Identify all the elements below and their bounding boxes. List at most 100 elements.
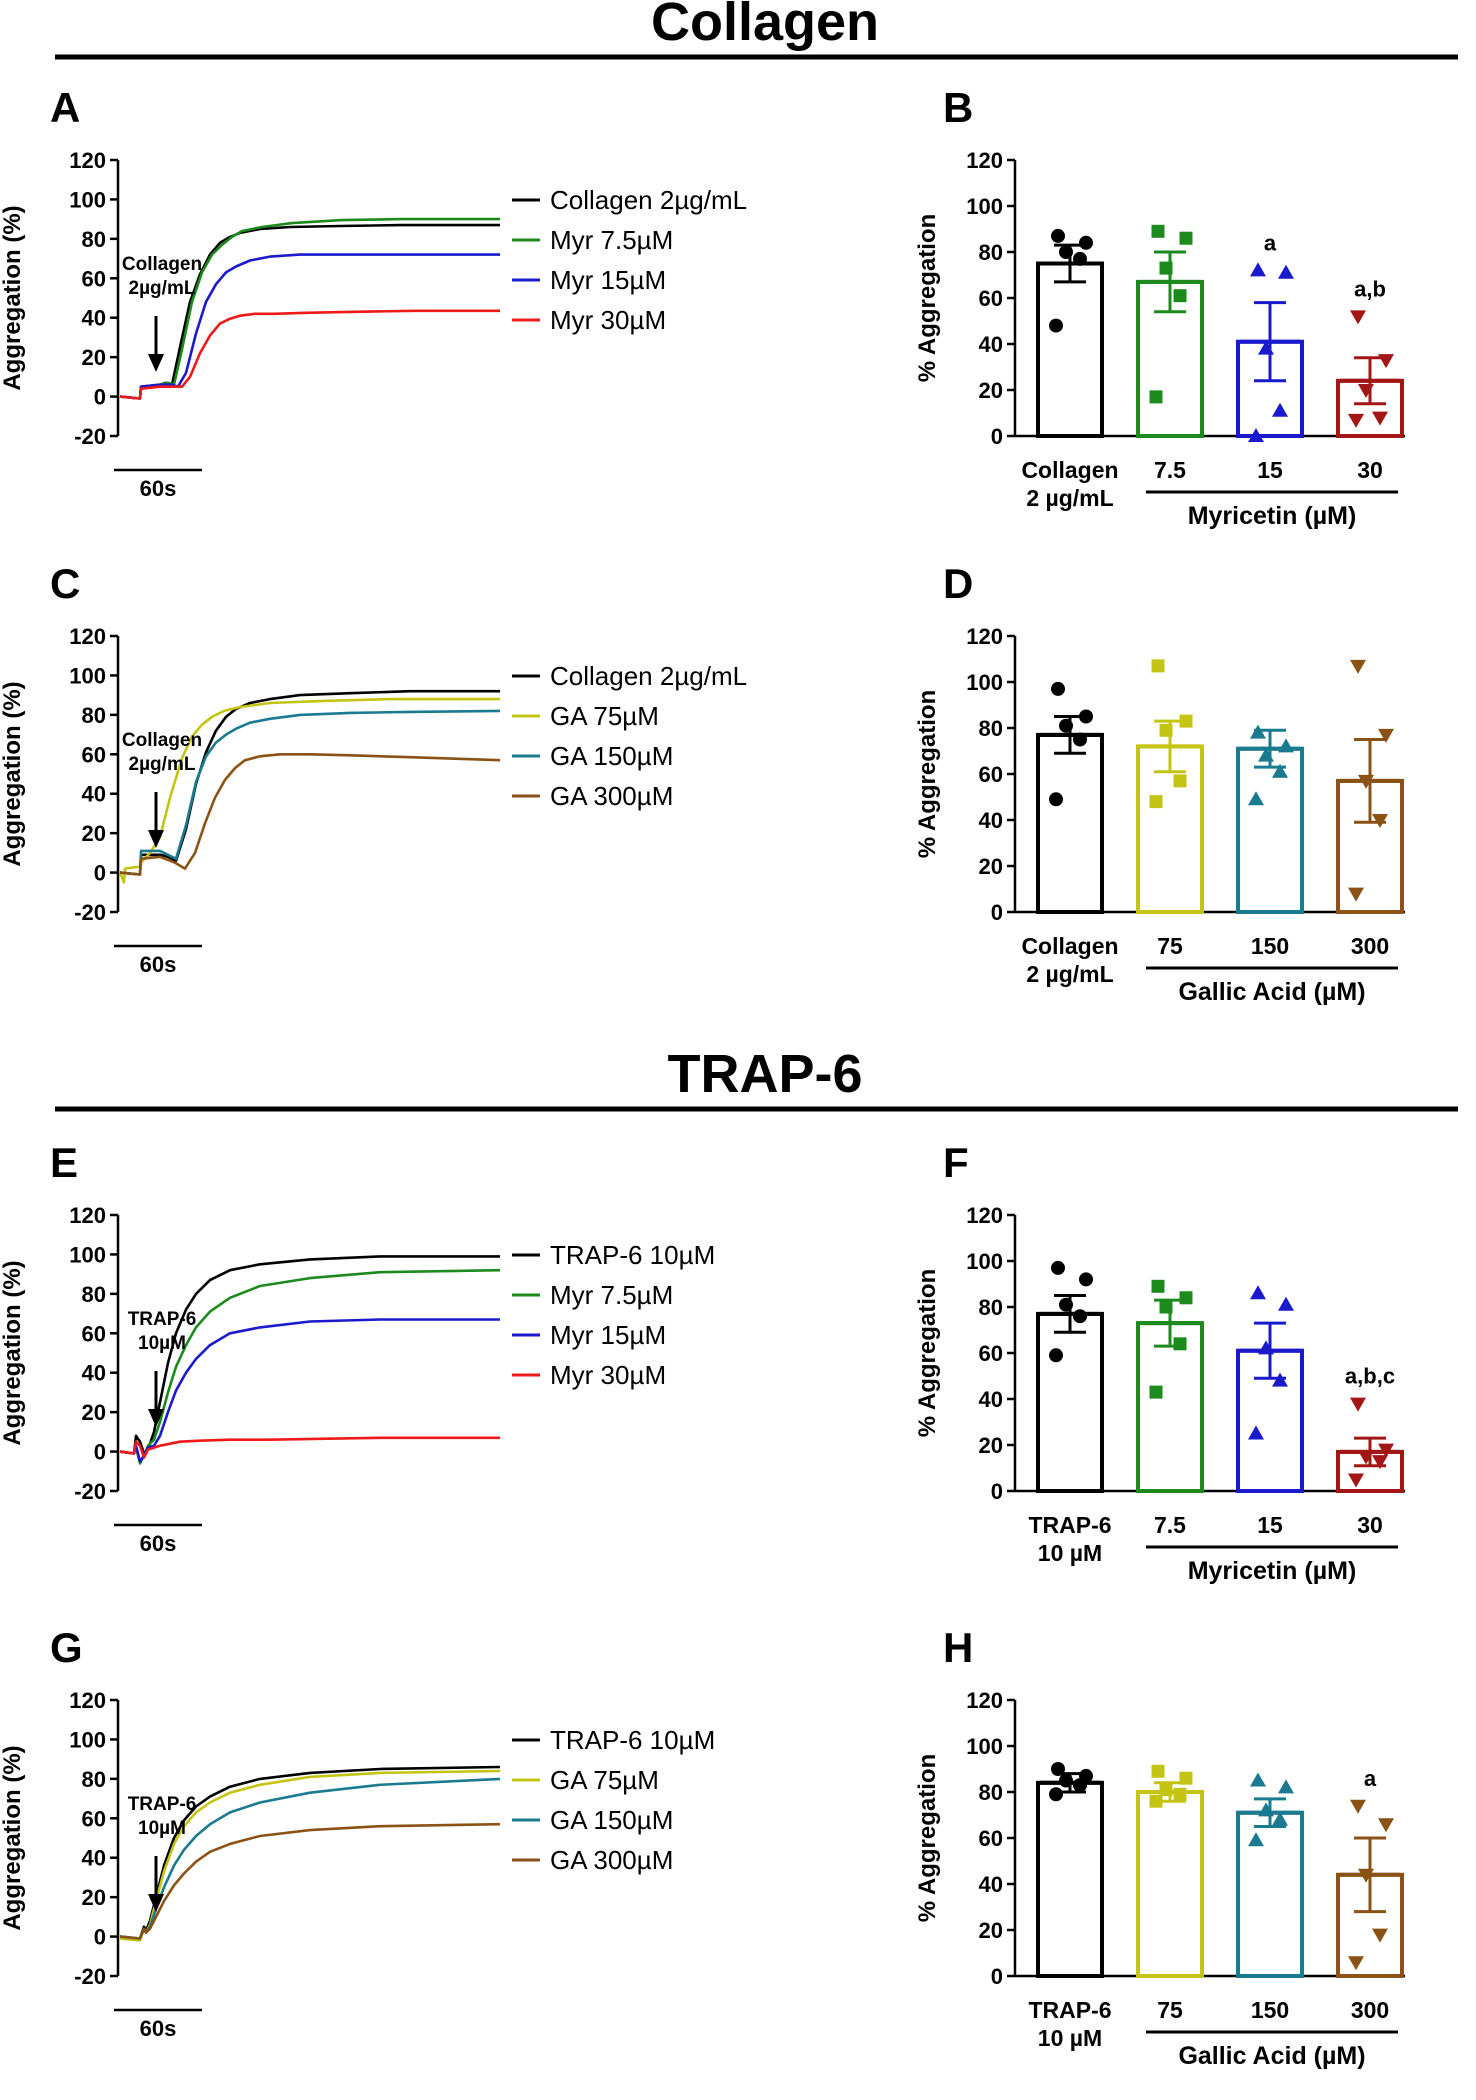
data-point xyxy=(1173,774,1187,788)
y-axis-label: Aggregation (%) xyxy=(0,205,26,390)
section-title-collagen: Collagen xyxy=(651,0,879,52)
data-point xyxy=(1378,354,1394,369)
y-tick-label: 60 xyxy=(979,1826,1003,1851)
group-label: Myricetin (µM) xyxy=(1188,1557,1357,1585)
category-label: 7.5 xyxy=(1154,457,1186,483)
category-label-line: 2 µg/mL xyxy=(1026,961,1113,987)
data-point xyxy=(1149,1385,1163,1399)
data-point xyxy=(1348,413,1364,428)
trace-1 xyxy=(119,217,500,400)
agonist-arrow-head xyxy=(148,1409,164,1427)
y-tick-label: 60 xyxy=(979,286,1003,311)
agonist-label-line: TRAP-6 xyxy=(128,1309,197,1330)
trace-1 xyxy=(119,1268,501,1465)
data-point xyxy=(1179,714,1193,728)
data-point xyxy=(1272,1811,1288,1826)
bar xyxy=(1136,1321,1204,1493)
legend-label: Myr 30µM xyxy=(550,1360,666,1390)
legend-label: GA 75µM xyxy=(550,1765,659,1795)
bar xyxy=(1136,744,1204,915)
y-tick-label: -20 xyxy=(74,1479,106,1504)
panel-g: G -20 0 20 40 60 80 100 120 Aggregation (%) TRAP-6… xyxy=(0,1624,715,2041)
bar xyxy=(1036,732,1104,915)
legend-label: TRAP-6 10µM xyxy=(550,1725,715,1755)
agonist-label-line: Collagen xyxy=(122,254,202,275)
agonist-label: Collagen 2µg/mL xyxy=(122,254,202,299)
y-tick-label: 100 xyxy=(966,1249,1003,1274)
y-axis-label: Aggregation (%) xyxy=(0,1745,26,1930)
data-point xyxy=(1179,1771,1193,1785)
panel-a: A -20 0 20 40 60 80 100 120 Aggregation (%) Collag… xyxy=(0,84,747,501)
category-label-line: 30 xyxy=(1357,1512,1383,1538)
category-label: 300 xyxy=(1351,933,1389,959)
data-point xyxy=(1059,1297,1073,1312)
y-tick-label: 100 xyxy=(966,1734,1003,1759)
data-point xyxy=(1248,1832,1264,1847)
data-point xyxy=(1372,1455,1388,1470)
data-point xyxy=(1250,262,1266,277)
y-tick-label: 0 xyxy=(94,1440,106,1465)
y-tick-label: 20 xyxy=(82,1885,106,1910)
data-point xyxy=(1278,1296,1294,1311)
section-trap6-header: TRAP-6 xyxy=(55,1044,1458,1112)
category-label-line: TRAP-6 xyxy=(1028,1512,1111,1538)
data-point xyxy=(1350,659,1366,674)
data-point xyxy=(1173,289,1187,303)
category-label-line: 7.5 xyxy=(1154,457,1186,483)
y-tick-label: 100 xyxy=(966,194,1003,219)
y-tick-label: 40 xyxy=(979,808,1003,833)
category-label: 15 xyxy=(1257,1512,1283,1538)
y-tick-label: 80 xyxy=(979,716,1003,741)
y-tick-label: 20 xyxy=(82,345,106,370)
category-label: 7.5 xyxy=(1154,1512,1186,1538)
agonist-label: TRAP-6 10µM xyxy=(128,1794,197,1839)
category-label-line: 10 µM xyxy=(1038,1540,1102,1566)
trace-0 xyxy=(119,1255,500,1455)
data-point xyxy=(1149,795,1163,809)
category-label: 15 xyxy=(1257,457,1283,483)
category-label-line: 2 µg/mL xyxy=(1026,485,1113,511)
panel-letter: H xyxy=(943,1624,973,1671)
data-point xyxy=(1258,1802,1274,1817)
data-point xyxy=(1179,231,1193,245)
y-tick-label: 20 xyxy=(979,1433,1003,1458)
y-tick-label: 100 xyxy=(69,1727,106,1752)
trace-3 xyxy=(119,1822,501,1940)
y-tick-label: 60 xyxy=(979,1341,1003,1366)
y-tick-label: -20 xyxy=(74,900,106,925)
data-point xyxy=(1378,1443,1394,1458)
data-point xyxy=(1151,1279,1165,1293)
category-label-line: 300 xyxy=(1351,933,1389,959)
y-tick-label: 20 xyxy=(979,854,1003,879)
data-point xyxy=(1250,1285,1266,1300)
time-scale-label: 60s xyxy=(140,2016,177,2041)
legend-label: GA 150µM xyxy=(550,741,673,771)
agonist-label: Collagen 2µg/mL xyxy=(122,730,202,775)
data-point xyxy=(1049,1348,1063,1363)
y-tick-label: 40 xyxy=(979,1872,1003,1897)
trace-2 xyxy=(119,709,501,876)
bar xyxy=(1236,746,1304,915)
data-point xyxy=(1358,1450,1374,1465)
data-point xyxy=(1079,235,1093,250)
data-point xyxy=(1049,318,1063,333)
data-point xyxy=(1149,1794,1163,1808)
y-tick-label: 0 xyxy=(94,385,106,410)
data-point xyxy=(1159,261,1173,275)
data-point xyxy=(1272,402,1288,417)
data-point xyxy=(1073,1309,1087,1324)
data-point xyxy=(1250,1772,1266,1787)
y-tick-label: 40 xyxy=(82,782,106,807)
y-tick-label: 40 xyxy=(82,1361,106,1386)
legend-label: GA 75µM xyxy=(550,701,659,731)
category-label: 150 xyxy=(1251,1997,1289,2023)
y-tick-label: 0 xyxy=(991,1964,1003,1989)
y-tick-label: 80 xyxy=(82,703,106,728)
y-tick-label: 120 xyxy=(69,1688,106,1713)
category-label-line: Collagen xyxy=(1021,457,1118,483)
panel-c: C -20 0 20 40 60 80 100 120 Aggregation (%) Collag… xyxy=(0,560,747,977)
panel-letter: A xyxy=(50,84,80,131)
data-point xyxy=(1073,732,1087,747)
y-tick-label: 80 xyxy=(979,1780,1003,1805)
y-tick-label: 40 xyxy=(979,1387,1003,1412)
